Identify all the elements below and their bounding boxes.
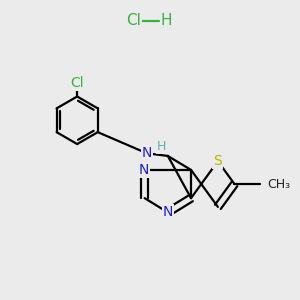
Text: N: N bbox=[163, 205, 173, 219]
Text: N: N bbox=[139, 163, 149, 177]
Text: H: H bbox=[160, 13, 172, 28]
Text: Cl: Cl bbox=[126, 13, 141, 28]
Text: Cl: Cl bbox=[70, 76, 84, 90]
Text: H: H bbox=[157, 140, 166, 153]
Text: S: S bbox=[214, 154, 222, 168]
Text: N: N bbox=[142, 146, 152, 160]
Text: CH₃: CH₃ bbox=[267, 178, 290, 190]
